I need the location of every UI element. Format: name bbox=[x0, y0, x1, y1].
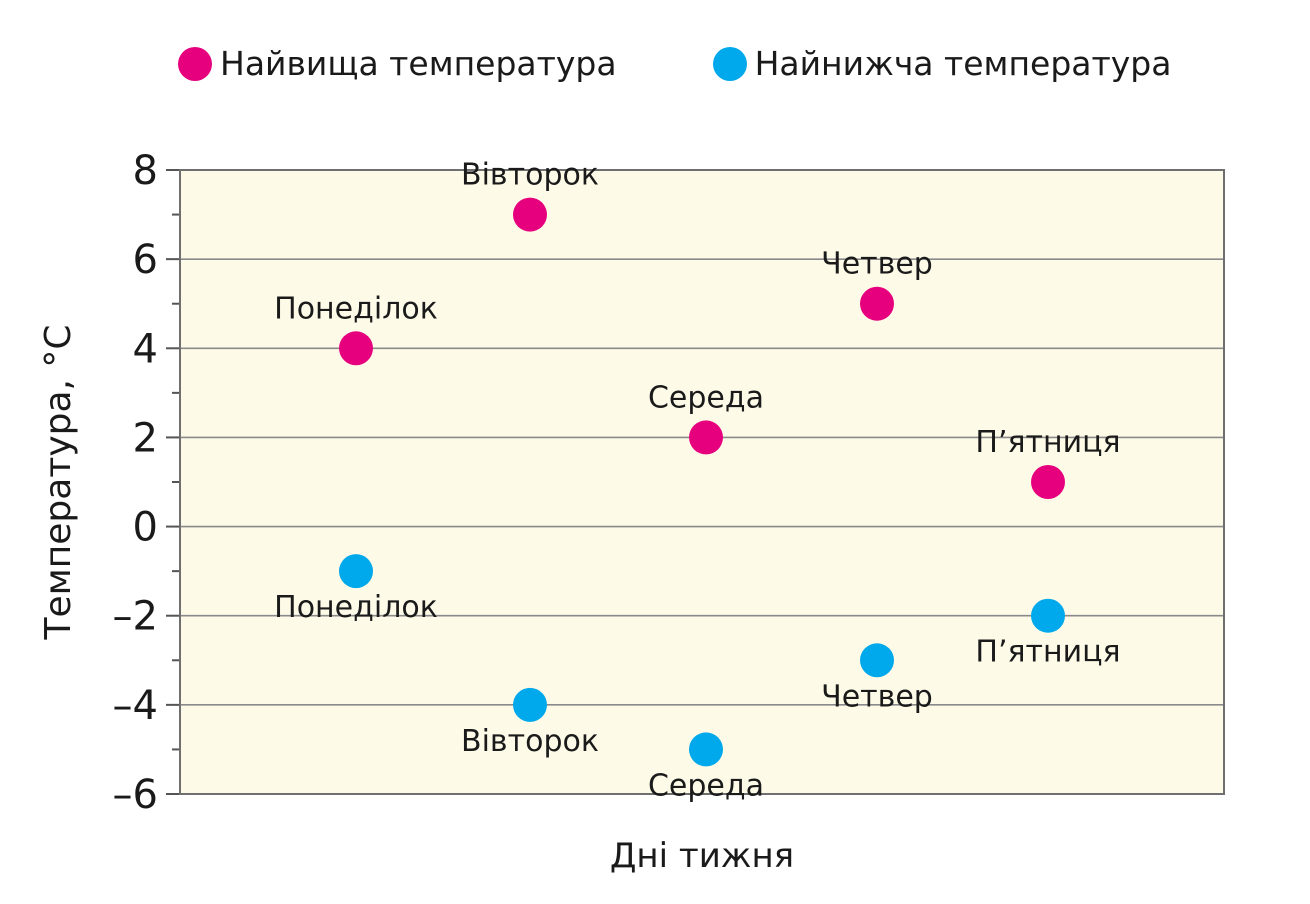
high-temp-point bbox=[1031, 465, 1065, 499]
low-temp-point bbox=[860, 643, 894, 678]
point-label: Вівторок bbox=[461, 724, 599, 759]
y-tick-label: –6 bbox=[113, 772, 158, 818]
low-temp-point bbox=[513, 687, 547, 722]
y-tick-label: 8 bbox=[133, 148, 158, 194]
point-label: Четвер bbox=[821, 247, 933, 282]
y-tick-label: –2 bbox=[113, 594, 158, 640]
data-points: Понеділок Вівторок Середа Четвер П’ятниця Пон… bbox=[274, 158, 1120, 804]
point-label: Понеділок bbox=[274, 291, 438, 326]
y-tick-label: 2 bbox=[133, 415, 158, 461]
y-axis-ticks: 8 6 4 2 0 –2 –4 –6 bbox=[113, 148, 180, 818]
legend-item-high: Найвища температура bbox=[178, 44, 617, 83]
point-label: Середа bbox=[648, 768, 764, 803]
legend: Найвища температура Найнижча температура bbox=[178, 44, 1267, 83]
point-label: Понеділок bbox=[274, 590, 438, 625]
high-temp-point bbox=[513, 197, 547, 232]
point-label: Вівторок bbox=[461, 158, 599, 193]
point-label: Середа bbox=[648, 380, 764, 415]
legend-marker-high bbox=[178, 46, 212, 81]
point-label: П’ятниця bbox=[975, 425, 1120, 460]
y-tick-label: 6 bbox=[133, 237, 158, 283]
high-temp-point bbox=[860, 286, 894, 321]
point-label: Четвер bbox=[821, 679, 933, 714]
plot-area bbox=[180, 170, 1224, 794]
low-temp-point bbox=[339, 554, 373, 589]
legend-item-low: Найнижча температура bbox=[712, 44, 1172, 83]
high-temp-point bbox=[339, 331, 373, 366]
y-tick-label: –4 bbox=[113, 683, 158, 729]
y-tick-label: 4 bbox=[133, 326, 158, 372]
point-label: П’ятниця bbox=[975, 635, 1120, 670]
legend-label-high: Найвища температура bbox=[220, 44, 617, 83]
legend-label-low: Найнижча температура bbox=[754, 44, 1172, 83]
y-axis-label: Температура, °C bbox=[38, 324, 79, 640]
high-temp-point bbox=[689, 420, 723, 455]
legend-marker-low bbox=[712, 46, 747, 81]
low-temp-point bbox=[689, 732, 723, 767]
x-axis-label: Дні тижня bbox=[610, 836, 794, 876]
low-temp-point bbox=[1031, 598, 1065, 633]
plot-frame bbox=[179, 169, 1225, 795]
y-tick-label: 0 bbox=[133, 505, 158, 551]
